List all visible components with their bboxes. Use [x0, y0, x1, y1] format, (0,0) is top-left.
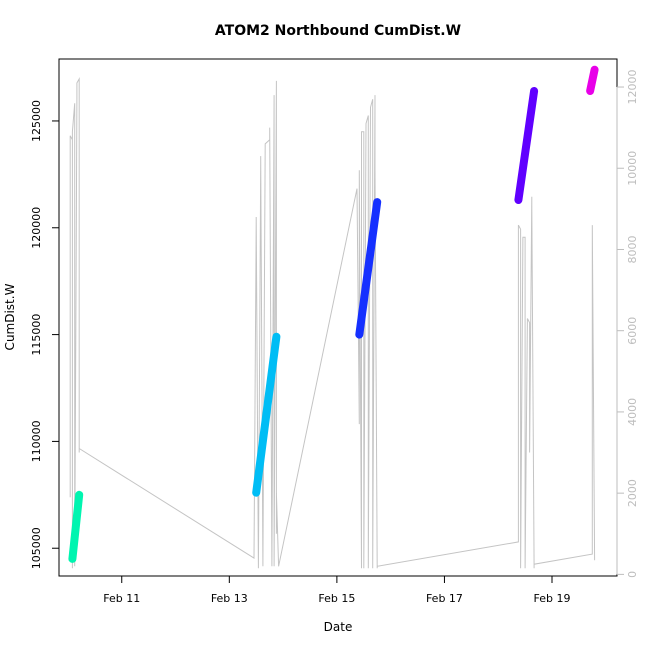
y-right-tick-label-2: 2000 [626, 479, 639, 507]
x-tick-label-1: Feb 11 [103, 592, 140, 605]
series-line-right [69, 76, 596, 569]
plot-area [68, 65, 599, 569]
y-axis-label: CumDist.W [3, 283, 17, 350]
x-axis-label: Date [324, 620, 353, 634]
y-left-tick-label-4: 120000 [30, 207, 43, 249]
x-tick-label-5: Feb 19 [534, 592, 571, 605]
y-right-tick-label-1: 0 [626, 571, 639, 578]
y-left-tick-label-5: 125000 [30, 100, 43, 142]
series-segment-2 [252, 332, 281, 497]
x-tick-label-4: Feb 17 [426, 592, 463, 605]
y-left-tick-label-3: 115000 [30, 314, 43, 356]
y-right-tick-label-3: 4000 [626, 398, 639, 426]
series-segment-5 [586, 65, 599, 95]
chart-title: ATOM2 Northbound CumDist.W [215, 23, 461, 39]
y-left-tick-label-1: 105000 [30, 527, 43, 569]
y-axis-left: 105000 110000 115000 120000 125000 [30, 100, 60, 569]
y-right-tick-label-4: 6000 [626, 317, 639, 345]
x-axis: Feb 11 Feb 13 Feb 15 Feb 17 Feb 19 [103, 575, 571, 605]
y-right-tick-label-5: 8000 [626, 235, 639, 263]
y-left-tick-label-2: 110000 [30, 420, 43, 462]
y-right-tick-label-7: 12000 [626, 70, 639, 105]
y-right-tick-label-6: 10000 [626, 151, 639, 186]
x-tick-label-2: Feb 13 [211, 592, 248, 605]
y-axis-right: 0 2000 4000 6000 8000 10000 12000 [616, 70, 639, 578]
x-tick-label-3: Feb 15 [318, 592, 355, 605]
series-segment-4 [514, 87, 539, 204]
series-segment-1 [68, 490, 84, 563]
series-segment-3 [355, 198, 382, 339]
